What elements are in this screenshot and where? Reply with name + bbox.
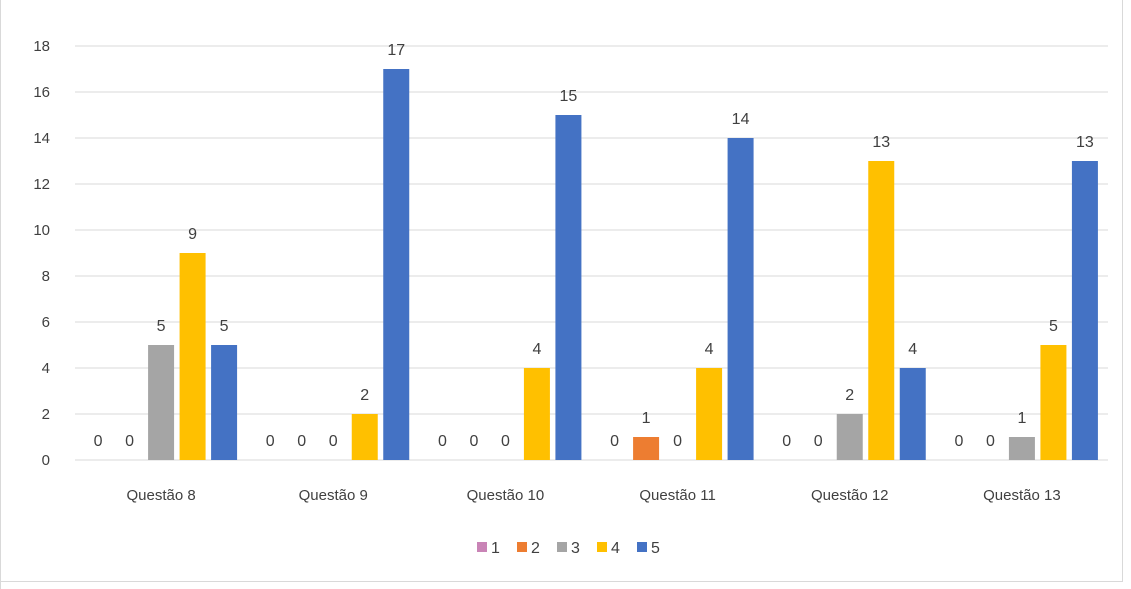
data-label: 0 xyxy=(438,433,447,450)
bar-series-5 xyxy=(555,115,582,460)
x-category-label: Questão 8 xyxy=(126,487,195,504)
y-tick-label: 18 xyxy=(33,38,50,55)
bar-series-3 xyxy=(1008,437,1035,460)
bar-series-3 xyxy=(148,345,175,460)
data-label: 0 xyxy=(814,433,823,450)
y-tick-label: 16 xyxy=(33,84,50,101)
data-label: 5 xyxy=(220,318,229,335)
bar-series-3 xyxy=(836,414,863,460)
data-label: 9 xyxy=(188,226,197,243)
bar-series-4 xyxy=(696,368,723,460)
data-label: 0 xyxy=(297,433,306,450)
data-label: 17 xyxy=(387,42,405,59)
data-label: 5 xyxy=(1049,318,1058,335)
data-label: 0 xyxy=(986,433,995,450)
y-tick-label: 10 xyxy=(33,222,50,239)
bar-series-5 xyxy=(383,69,410,460)
data-label: 2 xyxy=(360,387,369,404)
legend-label: 2 xyxy=(531,540,540,557)
y-tick-label: 12 xyxy=(33,176,50,193)
y-tick-label: 2 xyxy=(42,406,50,423)
legend: 1 2 3 4 5 xyxy=(477,540,660,557)
bar-series-4 xyxy=(523,368,550,460)
data-label: 4 xyxy=(532,341,541,358)
legend-swatch-4 xyxy=(597,542,607,552)
data-label: 0 xyxy=(610,433,619,450)
data-label: 0 xyxy=(329,433,338,450)
chart-frame-left-edge xyxy=(0,0,1,589)
data-label: 2 xyxy=(845,387,854,404)
data-label: 13 xyxy=(872,134,890,151)
data-label: 0 xyxy=(782,433,791,450)
data-label: 4 xyxy=(908,341,917,358)
bars xyxy=(148,69,1098,460)
bar-series-4 xyxy=(1040,345,1067,460)
data-label: 0 xyxy=(266,433,275,450)
data-label: 1 xyxy=(642,410,651,427)
bar-series-4 xyxy=(868,161,895,460)
bar-series-5 xyxy=(211,345,238,460)
data-label: 0 xyxy=(125,433,134,450)
y-tick-label: 8 xyxy=(42,268,50,285)
legend-label: 4 xyxy=(611,540,620,557)
legend-label: 1 xyxy=(491,540,500,557)
data-label: 0 xyxy=(673,433,682,450)
data-label: 0 xyxy=(501,433,510,450)
y-axis-tick-labels: 0 2 4 6 8 10 12 14 16 18 xyxy=(33,38,50,469)
data-label: 15 xyxy=(560,88,578,105)
legend-swatch-1 xyxy=(477,542,487,552)
legend-label: 3 xyxy=(571,540,580,557)
x-category-label: Questão 9 xyxy=(299,487,368,504)
x-category-label: Questão 10 xyxy=(467,487,545,504)
data-label: 4 xyxy=(705,341,714,358)
data-label: 1 xyxy=(1017,410,1026,427)
legend-swatch-3 xyxy=(557,542,567,552)
x-axis-category-labels: Questão 8 Questão 9 Questão 10 Questão 11 Qu… xyxy=(126,487,1060,504)
bar-series-2 xyxy=(633,437,660,460)
legend-label: 5 xyxy=(651,540,660,557)
x-category-label: Questão 12 xyxy=(811,487,889,504)
bar-series-4 xyxy=(179,253,206,460)
data-label: 0 xyxy=(94,433,103,450)
bar-series-5 xyxy=(1071,161,1098,460)
data-label: 0 xyxy=(954,433,963,450)
y-tick-label: 0 xyxy=(42,452,50,469)
y-tick-label: 14 xyxy=(33,130,50,147)
bar-series-5 xyxy=(727,138,754,460)
bar-series-4 xyxy=(351,414,378,460)
legend-swatch-2 xyxy=(517,542,527,552)
y-tick-label: 6 xyxy=(42,314,50,331)
bar-series-5 xyxy=(899,368,926,460)
x-category-label: Questão 13 xyxy=(983,487,1061,504)
x-category-label: Questão 11 xyxy=(639,487,715,504)
data-label: 14 xyxy=(732,111,750,128)
legend-swatch-5 xyxy=(637,542,647,552)
data-label: 0 xyxy=(469,433,478,450)
gridlines xyxy=(75,45,1108,461)
y-tick-label: 4 xyxy=(42,360,50,377)
data-label: 5 xyxy=(157,318,166,335)
data-label: 13 xyxy=(1076,134,1094,151)
